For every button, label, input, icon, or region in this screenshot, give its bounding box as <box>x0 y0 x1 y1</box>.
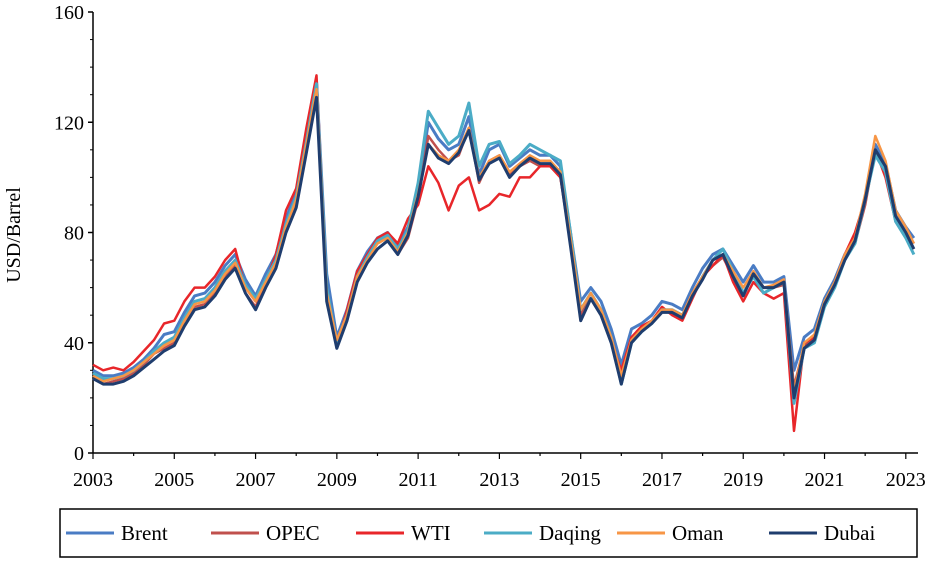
axes: 0 40 80 120 160 2003 2005 2007 2009 2011 2013 2015 2… <box>54 2 926 491</box>
x-tick-label: 2005 <box>154 469 194 491</box>
x-tick-label: 2003 <box>73 469 113 491</box>
x-tick-label: 2007 <box>236 469 276 491</box>
x-tick-label: 2015 <box>561 469 601 491</box>
series-line-oman <box>92 87 916 394</box>
y-tick-label: 40 <box>64 333 84 355</box>
legend-label-wti: WTI <box>411 521 451 545</box>
x-tick-label: 2017 <box>642 469 682 491</box>
x-tick-label: 2011 <box>398 469 437 491</box>
x-tick-label: 2021 <box>805 469 845 491</box>
x-tick-label: 2019 <box>723 469 763 491</box>
legend-label-opec: OPEC <box>266 521 320 545</box>
series-line-wti <box>92 74 915 433</box>
y-axis-title: USD/Barrel <box>3 187 25 283</box>
legend-label-brent: Brent <box>121 521 168 545</box>
legend-label-daqing: Daqing <box>539 521 601 545</box>
x-tick-label: 2009 <box>317 469 357 491</box>
y-tick-label: 80 <box>64 223 84 245</box>
y-tick-label: 0 <box>74 443 84 465</box>
legend-label-oman: Oman <box>672 521 724 545</box>
legend: Brent OPEC WTI Daqing Oman Dubai <box>59 508 918 558</box>
y-tick-label: 160 <box>54 2 84 24</box>
x-tick-label: 2013 <box>479 469 519 491</box>
legend-label-dubai: Dubai <box>824 521 875 545</box>
y-tick-label: 120 <box>54 112 84 134</box>
series-lines <box>92 74 916 433</box>
series-line-brent <box>92 79 916 378</box>
series-line-dubai <box>92 95 916 400</box>
x-tick-label: 2023 <box>886 469 926 491</box>
